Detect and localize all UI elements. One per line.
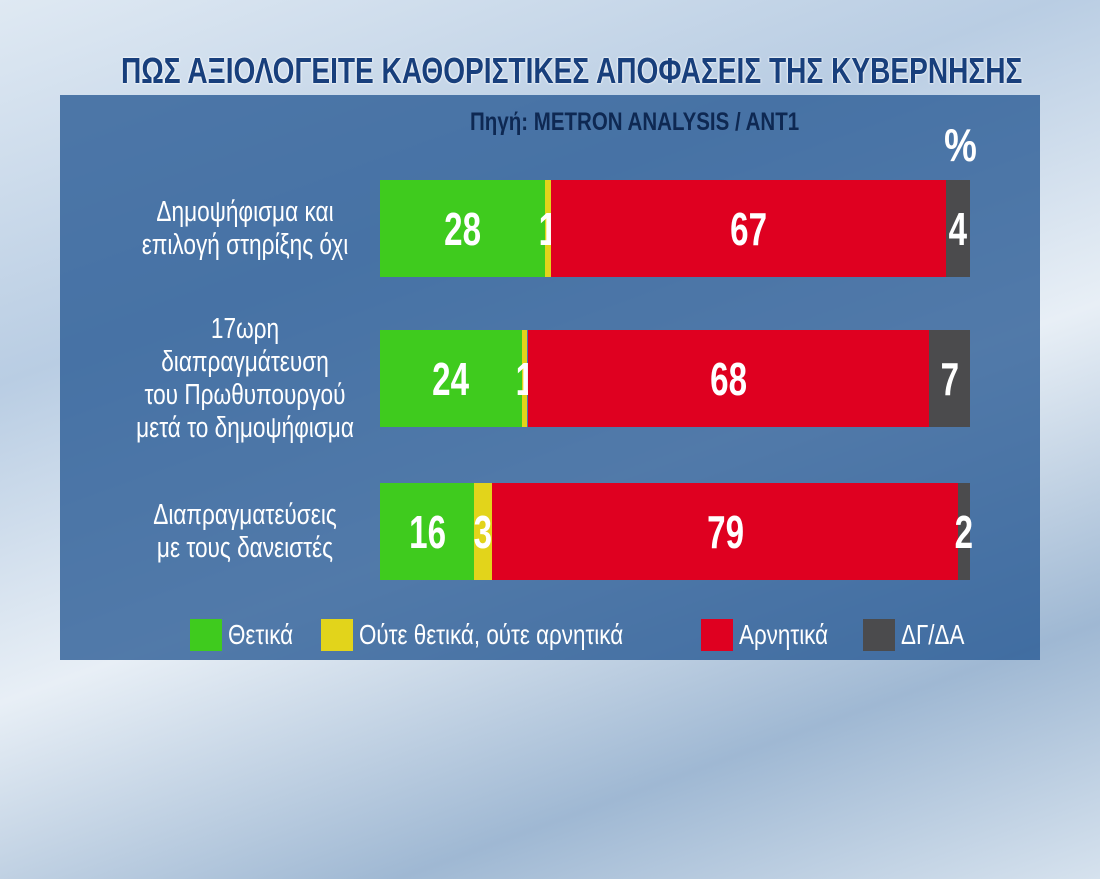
bar-segment: 3 [474, 483, 492, 580]
category-label: Δημοψήφισμα και επιλογή στηρίξης όχι [141, 195, 349, 261]
legend-item: ΔΓ/ΔΑ [862, 619, 980, 651]
value-label: 3 [474, 505, 493, 558]
legend-label: ΔΓ/ΔΑ [900, 619, 965, 650]
value-label: 68 [709, 352, 747, 405]
bar-segment: 28 [380, 180, 546, 277]
value-label: 67 [730, 202, 768, 255]
bar-segment: 67 [551, 180, 947, 277]
legend-item: Αρνητικά [701, 619, 850, 651]
value-label: 7 [940, 352, 959, 405]
bar-segment: 24 [380, 330, 522, 427]
category-label: 17ωρη διαπραγμάτευση του Πρωθυπουργού με… [136, 313, 354, 444]
legend-swatch [321, 619, 354, 651]
legend-swatch [190, 619, 222, 651]
legend: Θετικά Ούτε θετικά, ούτε αρνητικά Αρνητικά… [190, 615, 980, 655]
bar-segment: 16 [380, 483, 475, 580]
unit-label: % [944, 119, 977, 171]
value-label: 16 [408, 505, 446, 558]
value-label: 24 [432, 352, 470, 405]
value-label: 28 [444, 202, 482, 255]
legend-swatch [862, 619, 895, 651]
legend-label: Ούτε θετικά, ούτε αρνητικά [359, 619, 624, 650]
value-label: 4 [948, 202, 968, 255]
legend-label: Αρνητικά [739, 619, 829, 650]
legend-item: Ούτε θετικά, ούτε αρνητικά [321, 619, 689, 651]
category-label: Διαπραγματεύσεις με τους δανειστές [153, 498, 337, 564]
legend-item: Θετικά [190, 619, 309, 651]
bar-segment: 68 [527, 330, 929, 427]
bar-segment: 4 [946, 180, 970, 277]
value-label: 2 [954, 505, 974, 558]
legend-label: Θετικά [228, 619, 294, 650]
bar-segment: 79 [492, 483, 959, 580]
value-label: 79 [706, 505, 744, 558]
legend-swatch [701, 619, 734, 651]
chart-title: ΠΩΣ ΑΞΙΟΛΟΓΕΙΤΕ ΚΑΘΟΡΙΣΤΙΚΕΣ ΑΠΟΦΑΣΕΙΣ Τ… [121, 50, 1023, 91]
chart-subtitle: Πηγή: METRON ANALYSIS / ANT1 [470, 108, 800, 136]
bar-segment: 7 [928, 330, 970, 427]
bar-segment: 2 [954, 483, 974, 580]
